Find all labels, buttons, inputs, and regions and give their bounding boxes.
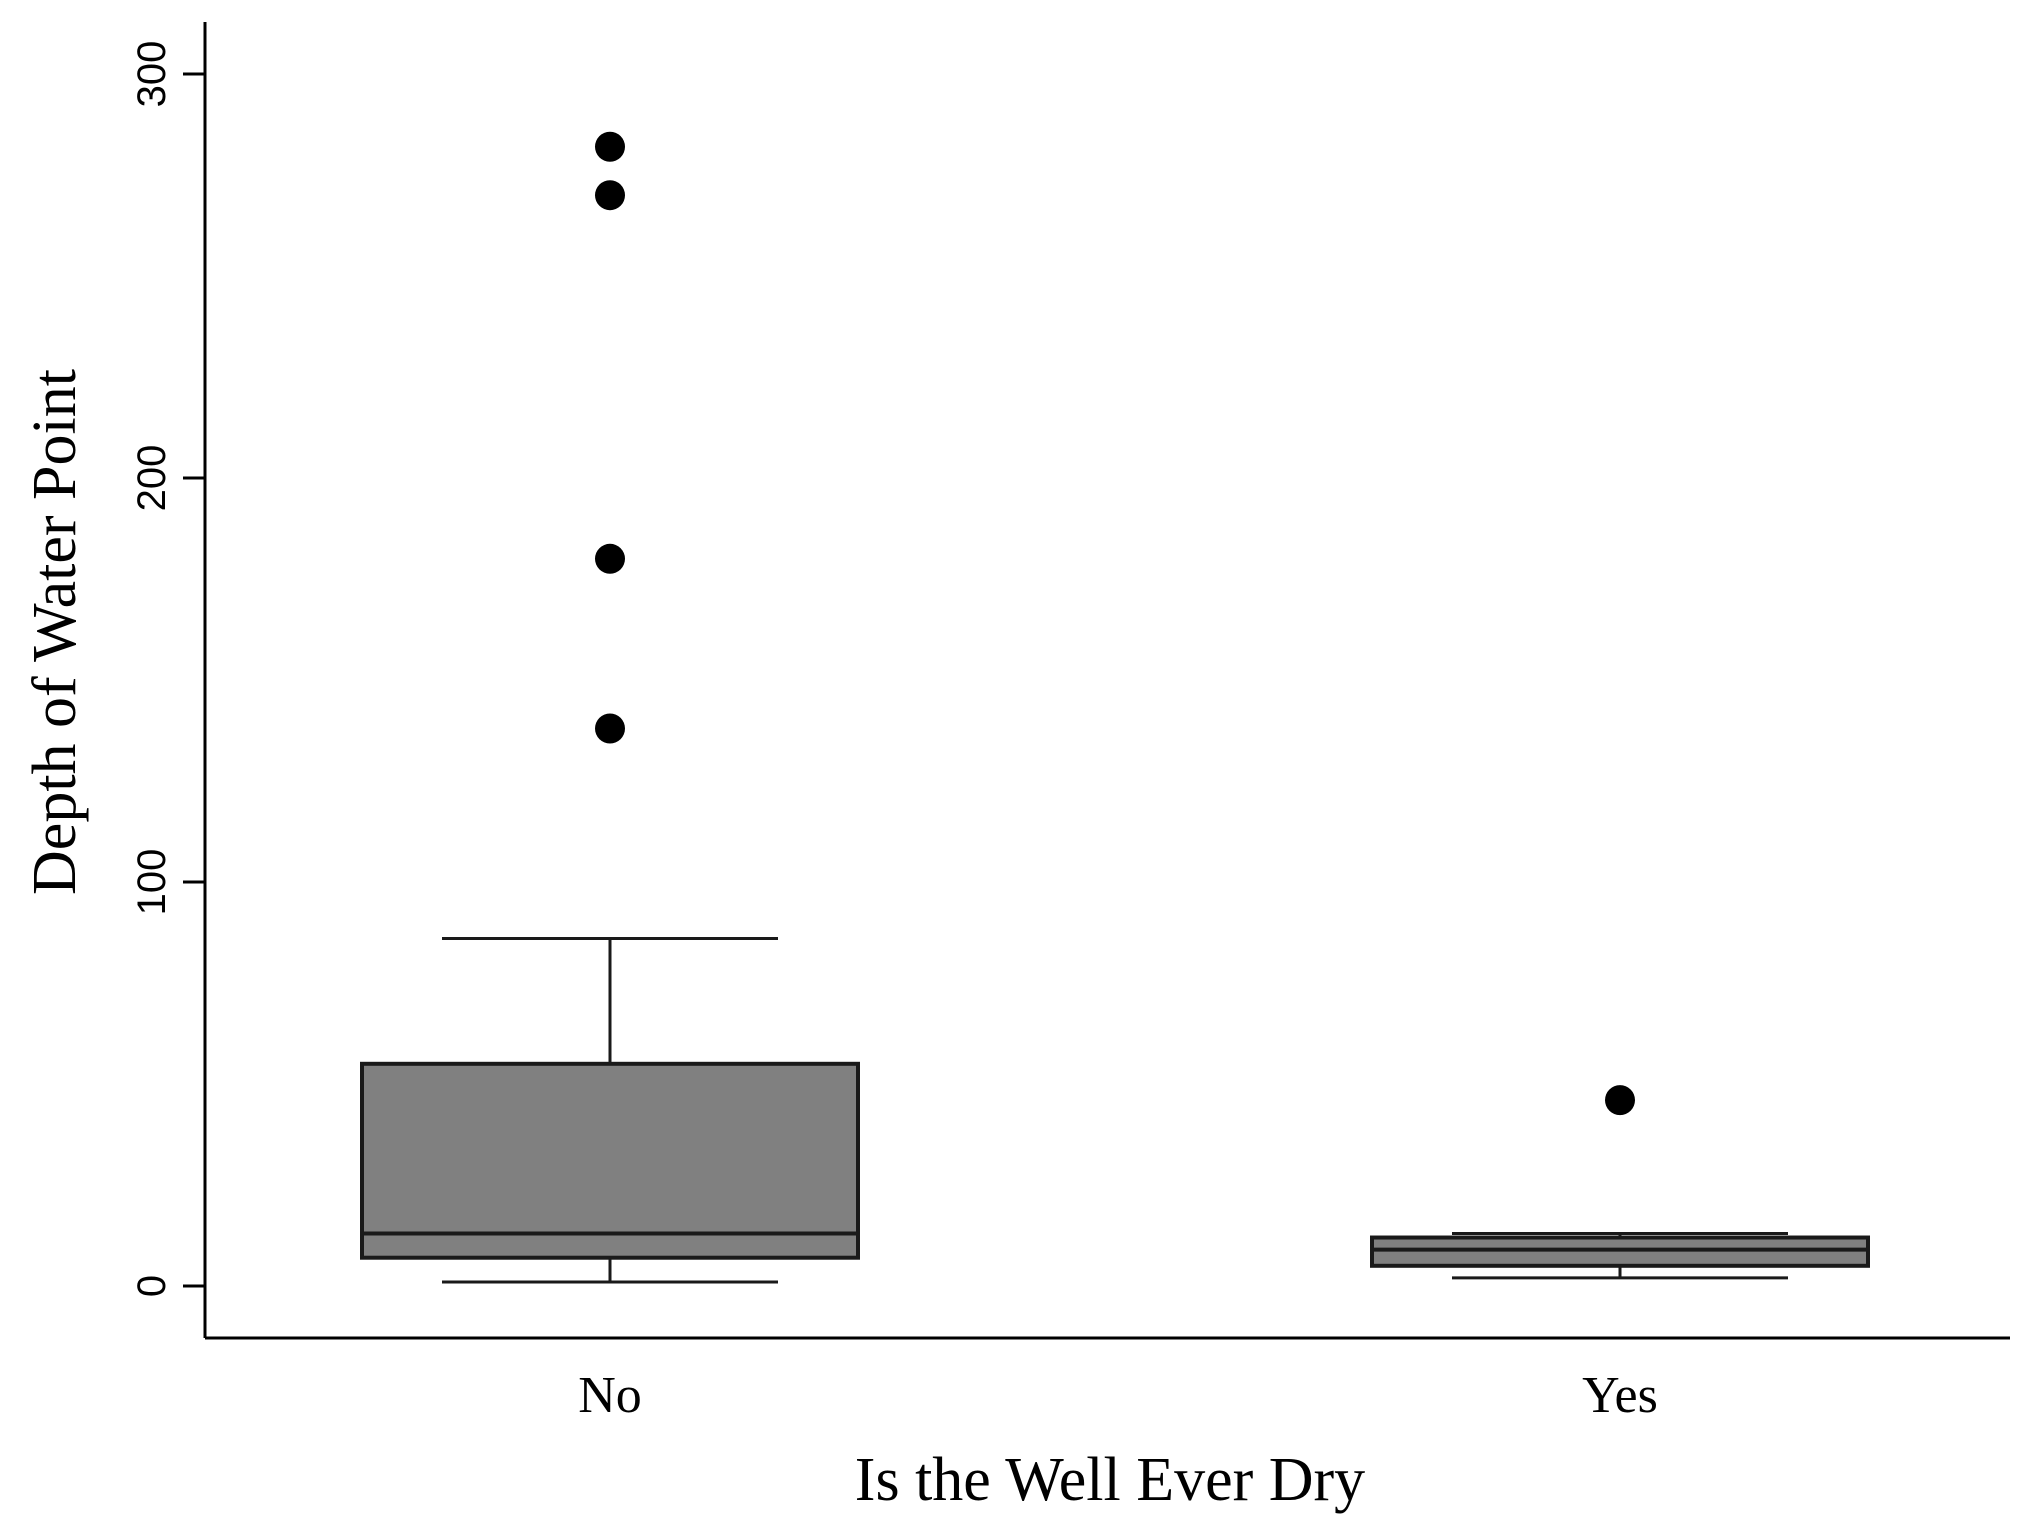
outlier-point xyxy=(595,131,625,162)
y-tick-label: 100 xyxy=(130,849,174,916)
y-axis-title: Depth of Water Point xyxy=(21,369,89,895)
box-iqr xyxy=(360,1061,860,1260)
outlier-point xyxy=(595,180,625,211)
y-tick-label: 200 xyxy=(130,445,174,512)
outlier-point xyxy=(595,713,625,744)
y-axis-ticks: 0 100 200 300 xyxy=(130,41,205,1297)
x-tick-label: No xyxy=(578,1367,642,1424)
x-axis-title: Is the Well Ever Dry xyxy=(855,1446,1365,1514)
box-iqr xyxy=(1370,1235,1870,1268)
x-tick-label: Yes xyxy=(1582,1367,1658,1424)
x-axis-ticks: No Yes xyxy=(578,1367,1658,1424)
box-group xyxy=(360,131,1870,1284)
y-tick-label: 0 xyxy=(130,1275,174,1297)
outlier-point xyxy=(1605,1085,1635,1116)
outlier-point xyxy=(595,543,625,574)
y-tick-label: 300 xyxy=(130,41,174,108)
